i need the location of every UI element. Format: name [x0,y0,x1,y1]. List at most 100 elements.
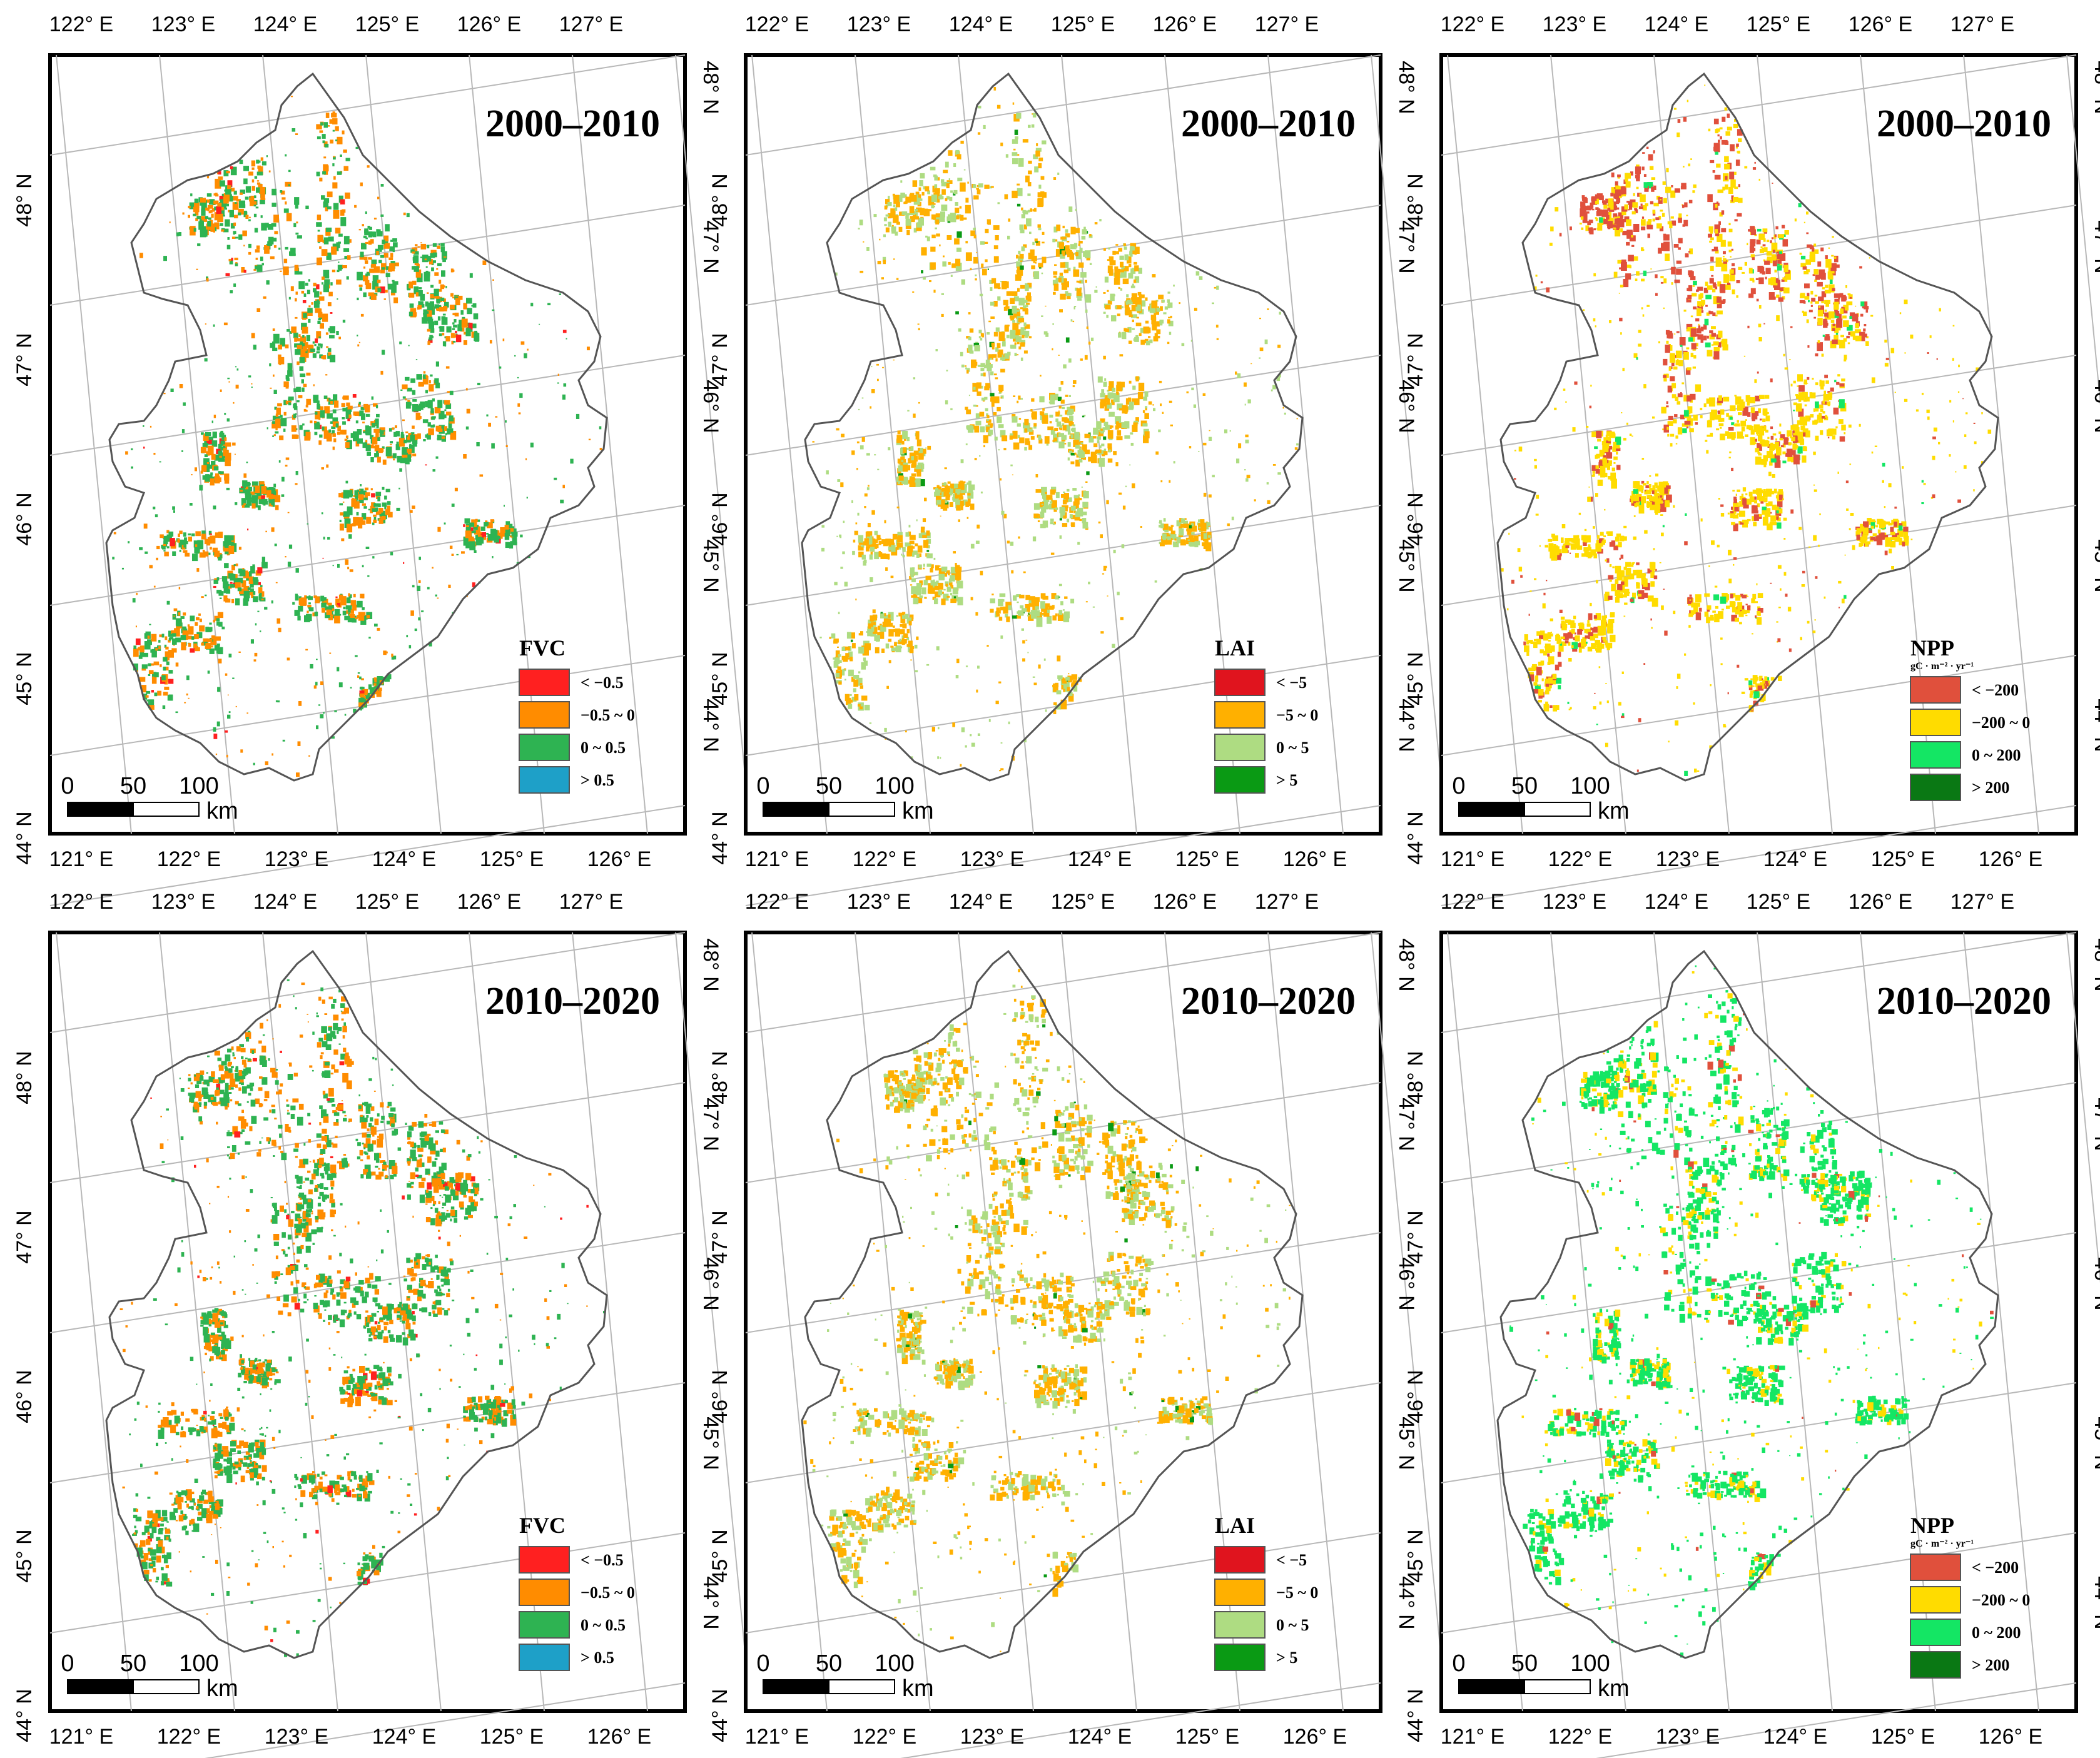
graticule [745,932,1447,1758]
right-lat-label: 47° N [1394,1098,1418,1151]
legend-swatch [519,1546,570,1574]
bottom-lon-label: 126° E [1979,847,2042,871]
legend-label: > 0.5 [581,771,614,789]
map-panel-fvc-2000-2010: 2000–2010 122° E 123° E 124° E 125° E 126° E 1… [13,13,751,906]
scale-tick-label: 100 [179,773,218,799]
region-boundary [801,949,1304,1659]
legend-title: FVC [519,1513,566,1538]
change-pixels [1500,84,1992,776]
left-lat-label: 45° N [1404,1529,1428,1582]
top-lon-label: 122° E [745,890,809,914]
scale-tick-label: 100 [1570,773,1610,799]
period-title: 2000–2010 [1877,103,2051,145]
legend-swatch [1214,766,1266,794]
top-lon-label: 123° E [847,13,911,36]
right-lat-label: 45° N [699,1417,723,1470]
legend-label: > 200 [1972,779,2009,797]
top-lon-label: 127° E [1950,13,2014,36]
legend-swatch [1910,709,1961,736]
bottom-lon-label: 124° E [1068,847,1132,871]
top-lon-label: 124° E [949,890,1013,914]
right-lat-label: 48° N [2090,61,2100,114]
right-lat-label: 45° N [1394,539,1418,592]
bottom-lon-label: 126° E [587,847,651,871]
bottom-lon-label: 123° E [265,1725,328,1749]
right-lat-label: 48° N [2090,938,2100,991]
right-lat-label: 46° N [2090,380,2100,433]
bottom-lon-label: 126° E [1979,1725,2042,1749]
right-lat-label: 47° N [2090,1098,2100,1151]
right-lat-label: 45° N [1394,1417,1418,1470]
left-lat-label: 45° N [13,1529,36,1582]
bottom-lon-label: 123° E [1656,1725,1720,1749]
bottom-lon-label: 126° E [1283,1725,1347,1749]
legend-swatch [1910,1619,1961,1646]
legend-swatch [519,734,570,761]
period-title: 2000–2010 [1181,103,1356,145]
bottom-lon-label: 124° E [372,1725,436,1749]
legend-label: > 0.5 [581,1649,614,1667]
change-pixels [812,87,1299,772]
scale-tick-label: 0 [1452,1650,1465,1677]
period-title: 2010–2020 [1181,980,1356,1023]
right-lat-label: 46° N [1394,380,1418,433]
top-lon-label: 126° E [1153,13,1217,36]
right-lat-label: 48° N [1394,61,1418,114]
period-title: 2000–2010 [485,103,660,145]
left-lat-label: 48° N [13,173,36,226]
legend-label: 0 ~ 5 [1276,739,1309,757]
change-pixels [112,96,602,777]
right-lat-label: 47° N [2090,220,2100,273]
right-lat-label: 47° N [699,220,723,273]
bottom-lon-label: 125° E [480,847,544,871]
left-lat-label: 44° N [708,811,732,864]
legend-label: 0 ~ 200 [1972,746,2021,764]
left-lat-label: 48° N [1404,173,1428,226]
bottom-lon-label: 124° E [372,847,436,871]
legend-swatch [519,1644,570,1671]
bottom-lon-label: 123° E [960,847,1024,871]
right-lat-label: 48° N [699,938,723,991]
legend-swatch [1214,701,1266,729]
top-lon-label: 123° E [1543,13,1606,36]
legend-label: 0 ~ 200 [1972,1624,2021,1642]
legend-title: FVC [519,635,566,660]
top-lon-label: 122° E [1441,13,1504,36]
top-lon-label: 124° E [1645,13,1708,36]
right-lat-label: 44° N [699,699,723,752]
left-lat-label: 47° N [13,333,36,386]
left-lat-label: 46° N [1404,1370,1428,1423]
legend-lai: LAI < −5 −5 ~ 0 0 ~ 5 > 5 [1214,1513,1318,1671]
top-lon-label: 122° E [49,890,113,914]
top-lon-label: 127° E [1950,890,2014,914]
right-lat-label: 47° N [1394,220,1418,273]
scale-unit: km [1598,798,1630,824]
scale-tick-label: 100 [875,773,914,799]
top-lon-label: 126° E [457,13,521,36]
legend-swatch [1214,1546,1266,1574]
top-lon-label: 125° E [1051,890,1115,914]
top-lon-label: 127° E [559,13,623,36]
legend-swatch [1910,741,1961,769]
top-lon-label: 124° E [1645,890,1708,914]
left-lat-label: 44° N [13,811,36,864]
scale-tick-label: 50 [120,1650,146,1677]
scale-tick-label: 0 [61,773,74,799]
legend-swatch [519,1579,570,1606]
bottom-lon-label: 123° E [265,847,328,871]
legend-swatch [519,701,570,729]
region-boundary [801,72,1304,782]
top-lon-label: 125° E [355,890,419,914]
scale-unit: km [206,798,238,824]
left-lat-label: 44° N [708,1689,732,1742]
top-lon-label: 124° E [949,13,1013,36]
legend-label: < −0.5 [581,1551,624,1569]
legend-label: < −5 [1276,674,1307,692]
right-lat-label: 45° N [2090,539,2100,592]
scale-tick-label: 50 [120,773,146,799]
change-pixels [803,969,1291,1652]
left-lat-label: 45° N [1404,652,1428,705]
